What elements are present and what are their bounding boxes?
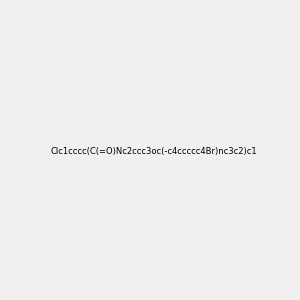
Text: Clc1cccc(C(=O)Nc2ccc3oc(-c4ccccc4Br)nc3c2)c1: Clc1cccc(C(=O)Nc2ccc3oc(-c4ccccc4Br)nc3c… xyxy=(50,147,257,156)
